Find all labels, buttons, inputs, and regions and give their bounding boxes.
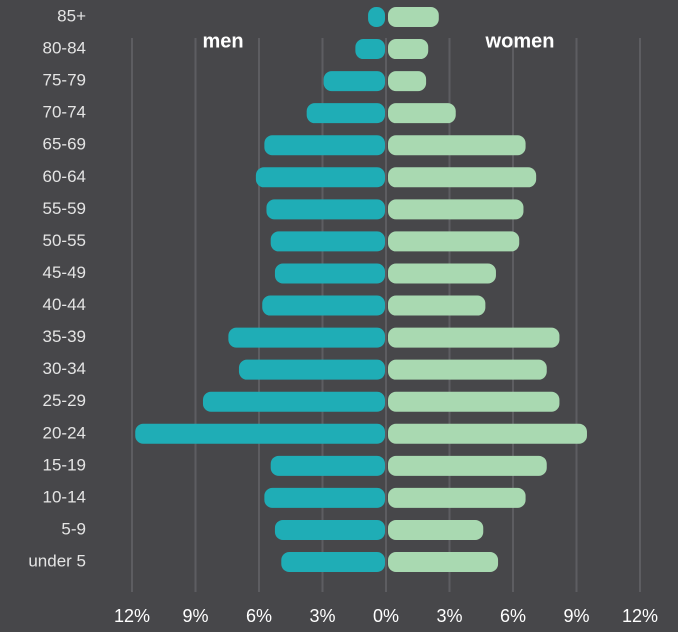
bar xyxy=(388,103,456,124)
category-label: 55-59 xyxy=(43,199,86,218)
bar xyxy=(306,103,385,124)
bar xyxy=(255,167,385,188)
x-tick-label: 3% xyxy=(309,606,335,626)
bar xyxy=(388,552,499,573)
legend-label: men xyxy=(202,30,243,52)
bar xyxy=(388,455,547,476)
category-label: 10-14 xyxy=(43,487,86,506)
bar xyxy=(388,423,587,444)
bar xyxy=(388,327,560,348)
category-label: 85+ xyxy=(57,6,86,25)
category-label: 30-34 xyxy=(43,359,86,378)
category-label: 20-24 xyxy=(43,423,86,442)
bar xyxy=(368,7,385,27)
bar xyxy=(388,231,520,252)
bar xyxy=(388,519,484,540)
bar xyxy=(388,263,496,284)
bar xyxy=(262,295,385,316)
bar xyxy=(388,487,526,508)
x-tick-label: 3% xyxy=(436,606,462,626)
x-tick-label: 9% xyxy=(563,606,589,626)
bar xyxy=(270,455,385,476)
bar xyxy=(323,71,385,92)
x-tick-label: 12% xyxy=(622,606,658,626)
category-label: 25-29 xyxy=(43,391,86,410)
x-tick-label: 9% xyxy=(182,606,208,626)
bar xyxy=(266,199,385,220)
bar xyxy=(388,7,439,27)
x-tick-label: 12% xyxy=(114,606,150,626)
category-label: under 5 xyxy=(28,552,86,571)
category-label: 60-64 xyxy=(43,167,86,186)
bar xyxy=(135,423,385,444)
bar xyxy=(388,391,560,412)
bar xyxy=(274,263,385,284)
bar xyxy=(281,552,385,573)
bar xyxy=(388,359,547,380)
bar xyxy=(388,199,524,220)
category-label: 65-69 xyxy=(43,135,86,154)
bar xyxy=(264,135,385,156)
bar xyxy=(270,231,385,252)
category-label: 80-84 xyxy=(43,39,86,58)
bar xyxy=(388,71,427,92)
category-label: 15-19 xyxy=(43,455,86,474)
bar xyxy=(264,487,385,508)
category-label: 45-49 xyxy=(43,263,86,282)
bar xyxy=(228,327,385,348)
category-label: 35-39 xyxy=(43,327,86,346)
bar xyxy=(238,359,385,380)
category-label: 40-44 xyxy=(43,295,86,314)
category-label: 75-79 xyxy=(43,71,86,90)
bar xyxy=(388,39,429,60)
bar xyxy=(388,295,486,316)
bar xyxy=(388,167,537,188)
bar xyxy=(202,391,385,412)
bar xyxy=(274,519,385,540)
x-tick-label: 6% xyxy=(500,606,526,626)
category-label: 50-55 xyxy=(43,231,86,250)
category-label: 70-74 xyxy=(43,103,86,122)
x-tick-label: 0% xyxy=(373,606,399,626)
bar xyxy=(388,135,526,156)
x-tick-label: 6% xyxy=(246,606,272,626)
category-label: 5-9 xyxy=(61,519,86,538)
legend-label: women xyxy=(485,30,555,52)
bar xyxy=(355,39,385,60)
